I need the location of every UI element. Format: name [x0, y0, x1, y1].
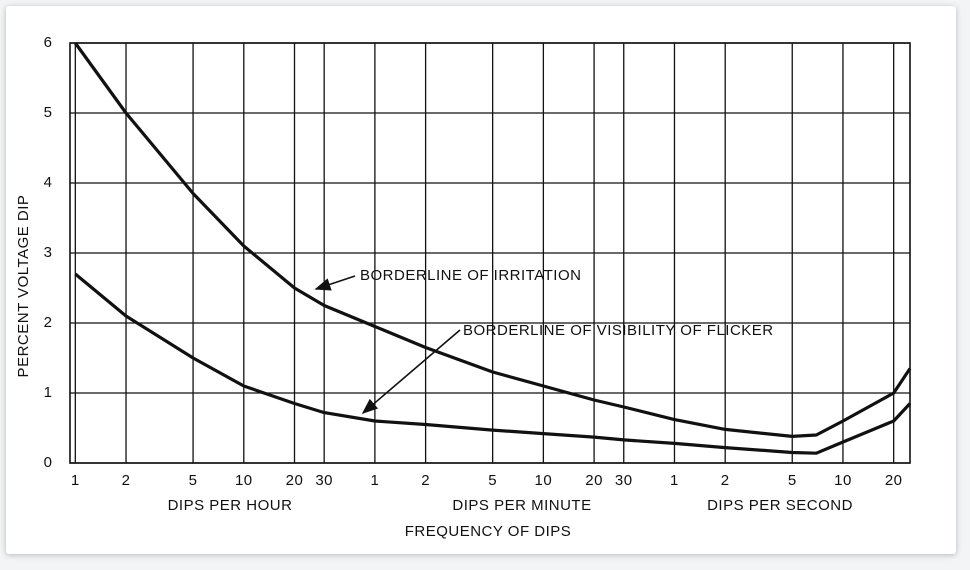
curve: [74, 272, 912, 455]
x-tick-label: 2: [721, 472, 730, 489]
x-tick-label: 30: [615, 472, 633, 489]
y-tick-label: 6: [44, 34, 53, 51]
y-tick-label: 3: [44, 244, 53, 261]
annotation: BORDERLINE OF VISIBILITY OF FLICKER: [463, 322, 774, 339]
x-tick-label: 2: [421, 472, 430, 489]
y-tick-label: 1: [44, 384, 53, 401]
x-tick-label: 10: [235, 472, 253, 489]
x-tick-label: 1: [71, 472, 80, 489]
group-label: DIPS PER HOUR: [168, 497, 293, 514]
group-label: DIPS PER MINUTE: [452, 497, 591, 514]
x-tick-label: 20: [885, 472, 903, 489]
annotation: BORDERLINE OF IRRITATION: [360, 267, 581, 284]
x-tick-label: 2: [122, 472, 131, 489]
annotation-arrow: [361, 329, 461, 415]
annotation-arrow: [314, 275, 356, 291]
y-tick-label: 4: [44, 174, 53, 191]
x-axis-label: FREQUENCY OF DIPS: [405, 523, 572, 540]
x-tick-label: 10: [535, 472, 553, 489]
y-tick-label: 2: [44, 314, 53, 331]
x-tick-label: 10: [834, 472, 852, 489]
curve: [74, 42, 912, 438]
x-tick-label: 1: [670, 472, 679, 489]
x-tick-label: 5: [488, 472, 497, 489]
x-tick-label: 1: [370, 472, 379, 489]
x-tick-label: 30: [315, 472, 333, 489]
x-tick-label: 20: [585, 472, 603, 489]
y-tick-label: 0: [44, 454, 53, 471]
x-tick-label: 5: [189, 472, 198, 489]
x-tick-label: 20: [286, 472, 304, 489]
y-axis-label: PERCENT VOLTAGE DIP: [15, 195, 32, 378]
x-tick-label: 5: [788, 472, 797, 489]
plot-frame: [69, 42, 911, 464]
y-tick-label: 5: [44, 104, 53, 121]
group-label: DIPS PER SECOND: [707, 497, 853, 514]
